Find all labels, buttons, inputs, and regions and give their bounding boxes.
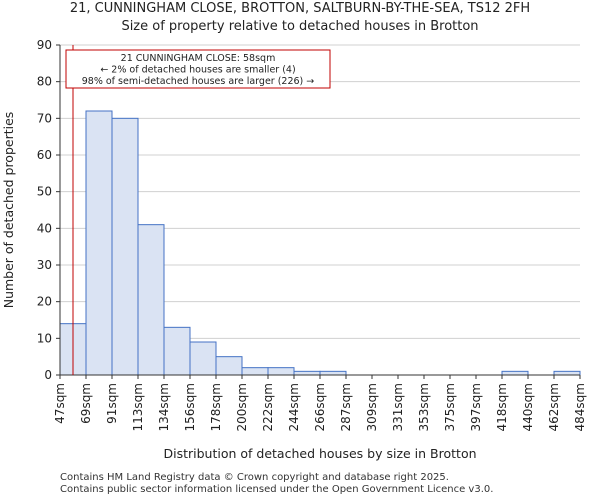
- y-tick-label: 20: [37, 295, 52, 309]
- x-tick-label: 266sqm: [313, 383, 327, 431]
- annotation-line: ← 2% of detached houses are smaller (4): [100, 65, 295, 76]
- x-tick-label: 113sqm: [131, 383, 145, 431]
- y-tick-label: 50: [37, 185, 52, 199]
- x-tick-label: 69sqm: [79, 383, 93, 424]
- chart-title: 21, CUNNINGHAM CLOSE, BROTTON, SALTBURN-…: [69, 1, 531, 16]
- histogram-bar: [501, 370, 529, 376]
- histogram-bar: [267, 367, 295, 376]
- histogram-bar: [293, 370, 321, 376]
- x-tick-label: 397sqm: [469, 383, 483, 431]
- x-tick-label: 47sqm: [53, 383, 67, 424]
- y-tick-label: 30: [37, 258, 52, 272]
- x-tick-label: 178sqm: [209, 383, 223, 431]
- y-tick-label: 60: [37, 148, 52, 162]
- y-tick-label: 70: [37, 111, 52, 125]
- histogram-bar: [215, 356, 243, 376]
- x-tick-label: 440sqm: [521, 383, 535, 431]
- x-tick-label: 418sqm: [495, 383, 509, 431]
- y-tick-label: 90: [37, 38, 52, 52]
- x-tick-label: 331sqm: [391, 383, 405, 431]
- x-tick-label: 222sqm: [261, 383, 275, 431]
- x-tick-label: 134sqm: [157, 383, 171, 431]
- histogram-bar: [241, 367, 269, 376]
- x-tick-label: 309sqm: [365, 383, 379, 431]
- histogram-bar: [189, 341, 217, 376]
- annotation-line: 98% of semi-detached houses are larger (…: [82, 76, 315, 87]
- y-tick-label: 0: [44, 368, 52, 382]
- x-tick-label: 244sqm: [287, 383, 301, 431]
- annotation-line: 21 CUNNINGHAM CLOSE: 58sqm: [121, 53, 276, 64]
- x-tick-label: 200sqm: [235, 383, 249, 431]
- x-tick-label: 353sqm: [417, 383, 431, 431]
- y-tick-label: 10: [37, 331, 52, 345]
- y-tick-label: 80: [37, 75, 52, 89]
- chart-subtitle: Size of property relative to detached ho…: [121, 19, 479, 34]
- x-tick-label: 462sqm: [547, 383, 561, 431]
- x-tick-label: 287sqm: [339, 383, 353, 431]
- x-tick-label: 91sqm: [105, 383, 119, 424]
- histogram-bar: [553, 370, 581, 376]
- annotation-box: [65, 49, 331, 89]
- y-tick-label: 40: [37, 221, 52, 235]
- x-axis-label: Distribution of detached houses by size …: [163, 446, 476, 461]
- histogram-bar: [111, 117, 139, 376]
- x-tick-label: 484sqm: [573, 383, 587, 431]
- y-axis-label: Number of detached properties: [1, 112, 16, 309]
- footer-line-2: Contains public sector information licen…: [60, 484, 494, 495]
- histogram-bar: [319, 370, 347, 376]
- footer-line-1: Contains HM Land Registry data © Crown c…: [60, 472, 449, 483]
- x-tick-label: 375sqm: [443, 383, 457, 431]
- x-tick-label: 156sqm: [183, 383, 197, 431]
- histogram-bar: [137, 224, 165, 376]
- histogram-bar: [163, 326, 191, 376]
- histogram-bar: [85, 110, 113, 376]
